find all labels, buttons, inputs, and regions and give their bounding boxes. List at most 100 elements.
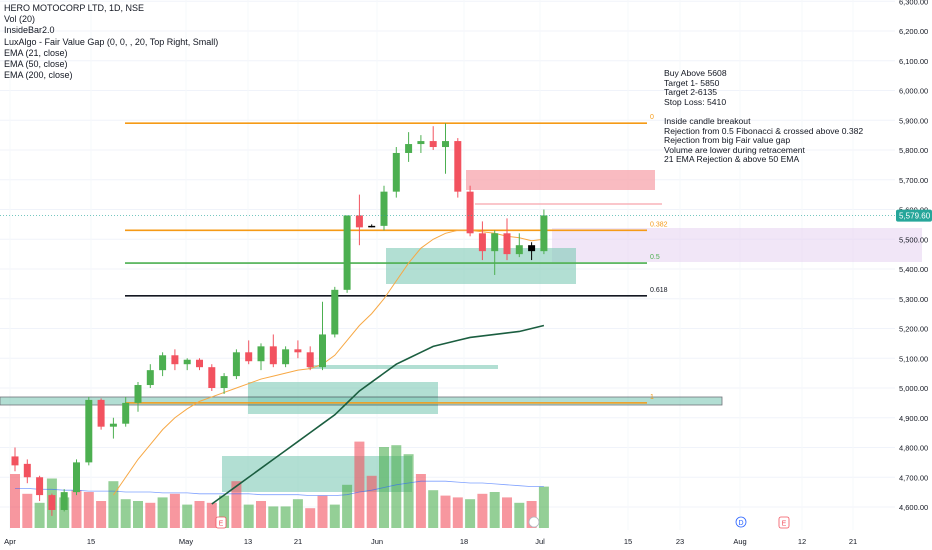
indicator-ema50[interactable]: EMA (50, close) [4,59,68,70]
symbol-title: HERO MOTOCORP LTD, 1D, NSE [4,3,145,13]
price-tick-label: 6,200.00 [899,27,928,36]
price-tick-label: 5,000.00 [899,384,928,393]
volume-bar [182,504,193,528]
candle-body [417,141,425,145]
fvg-zone [466,170,655,190]
indicator-insidebar[interactable]: InsideBar2.0 [4,25,55,36]
candle-body [48,495,56,510]
candle-body [429,141,437,148]
fvg-zone [552,228,922,262]
volume-bar [219,495,230,528]
candle-body [515,245,523,255]
note-line: Target 2-6135 [664,87,718,98]
candle-body [380,191,388,226]
time-tick-label: Apr [4,537,16,546]
candle-body [331,289,339,335]
candle-body [528,245,536,252]
candle-body [232,352,240,377]
candle-body [355,215,363,228]
candle-body [282,349,290,365]
candle-body [405,144,413,153]
note-line: Target 1- 5850 [664,77,720,88]
candle-body [491,233,499,252]
price-tick-label: 6,100.00 [899,57,928,66]
note-line: Buy Above 5608 [664,68,727,78]
volume-bar [157,497,168,528]
price-tick-label: 5,700.00 [899,176,928,185]
candle-body [478,233,486,252]
indicator-legend: HERO MOTOCORP LTD, 1D, NSE Vol (20) Insi… [4,3,218,81]
indicator-fvg[interactable]: LuxAlgo - Fair Value Gap (0, 0, , 20, To… [4,36,219,47]
dividend-marker-label: D [738,520,743,527]
volume-bar [108,481,119,528]
volume-bar [145,502,156,528]
note-line: 21 EMA Rejection & above 50 EMA [664,154,800,165]
candle-body [503,233,511,255]
time-tick-label: 21 [294,537,302,546]
trade-note: Buy Above 5608 Target 1- 5850 Target 2-6… [664,68,863,165]
fib-label: 0 [650,114,654,121]
volume-bar [305,508,316,528]
fair-value-gap-zones [0,170,922,492]
volume-bar [440,495,451,528]
volume-bar [10,474,20,528]
volume-bar [206,502,217,528]
note-line: Volume are lower during retracement [664,144,805,155]
candle-body [60,492,68,510]
price-tick-label: 5,500.00 [899,235,928,244]
indicator-ema21[interactable]: EMA (21, close) [4,47,68,58]
candle-body [368,225,376,228]
indicator-vol[interactable]: Vol (20) [4,14,36,25]
time-tick-label: 12 [798,537,806,546]
ema50-line [211,324,545,505]
volume-bar [268,506,279,528]
candle-body [245,352,253,362]
price-tick-label: 4,600.00 [899,503,928,512]
earnings-marker [215,516,227,529]
volume-bar [231,481,242,528]
volume-bar [96,501,107,528]
volume-bar [169,493,180,528]
candle-body [97,399,105,427]
volume-bar [391,445,402,528]
time-tick-label: Jun [371,537,383,546]
fib-label: 0.382 [650,221,668,228]
candle-body [109,423,117,427]
volume-bar [194,501,205,528]
volume-bar [256,501,266,528]
price-tick-label: 6,300.00 [899,0,928,6]
volume-bar [280,506,291,528]
price-tick-label: 4,800.00 [899,444,928,453]
price-axis[interactable]: 4,600.00 4,700.00 4,800.00 4,900.00 5,000.00… [0,0,932,512]
candle-body [183,359,191,365]
volume-bar [415,474,426,528]
fib-label: 0.5 [650,254,660,261]
price-tick-label: 5,400.00 [899,265,928,274]
volume-bar [292,499,303,528]
volume-bar [342,484,353,528]
candle-body [257,346,265,362]
candle-body [540,215,548,252]
price-tick-label: 5,300.00 [899,295,928,304]
price-tick-label: 4,900.00 [899,414,928,423]
time-tick-label: 18 [460,537,468,546]
volume-bar [428,490,439,528]
time-tick-label: Jul [535,537,545,546]
fvg-zone [308,365,498,369]
volume-bar [403,454,414,528]
volume-bar [538,486,549,528]
candle-body [306,352,314,368]
candle-body [23,463,31,478]
indicator-ema200[interactable]: EMA (200, close) [4,70,73,81]
candle-body [466,191,474,234]
volume-bar [452,497,463,528]
candle-body [319,334,326,368]
fib-label: 0.618 [650,287,668,294]
candle-body [454,141,462,192]
volume-ma-line [15,480,544,497]
last-price-tag [896,209,932,222]
time-axis[interactable]: Apr 15 May 13 21 Jun 18 Jul 15 23 Aug 12 21 [4,537,857,546]
volume-bar [514,502,525,528]
candle-body [220,376,228,388]
